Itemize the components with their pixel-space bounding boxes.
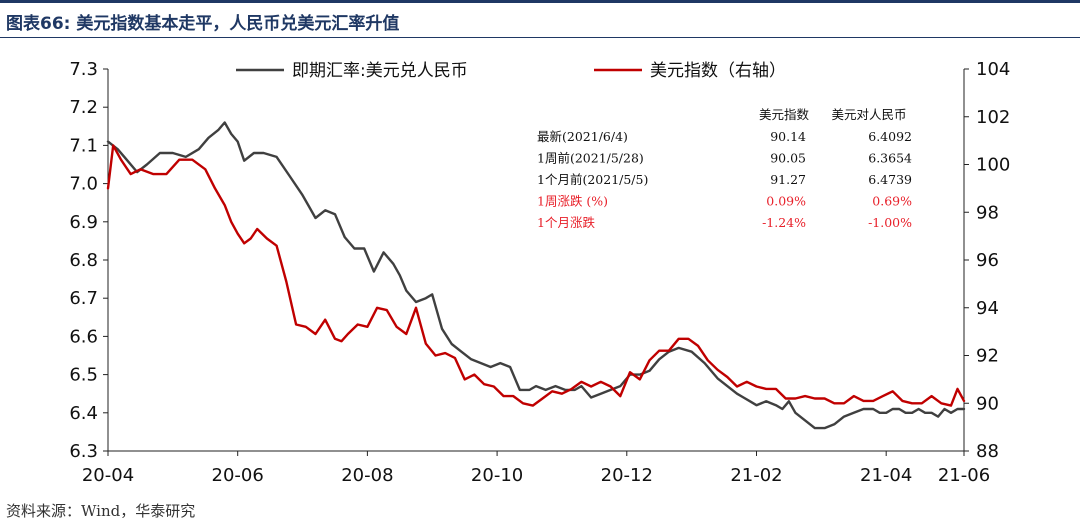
table-cell-usd-cny: -1.00% bbox=[868, 215, 912, 230]
x-tick-label: 20-10 bbox=[471, 465, 523, 486]
table-cell-usd-index: -1.24% bbox=[762, 215, 806, 230]
table-cell-usd-cny: 6.3654 bbox=[868, 151, 912, 166]
table-row-label: 1个月前(2021/5/5) bbox=[537, 172, 648, 187]
source-note: 资料来源：Wind，华泰研究 bbox=[6, 502, 196, 520]
y-left-tick-label: 7.0 bbox=[69, 174, 98, 195]
series-lines bbox=[106, 121, 966, 430]
x-tick-label: 20-08 bbox=[341, 465, 393, 486]
table-cell-usd-cny: 6.4092 bbox=[868, 129, 912, 144]
y-right-tick-label: 100 bbox=[976, 155, 1010, 176]
table-header-usd-index: 美元指数 bbox=[759, 107, 810, 122]
y-right-tick-label: 102 bbox=[976, 107, 1010, 128]
table-cell-usd-cny: 0.69% bbox=[872, 194, 912, 209]
y-right-tick-label: 88 bbox=[976, 441, 999, 462]
y-right-tick-label: 104 bbox=[976, 59, 1010, 80]
y-right-tick-label: 92 bbox=[976, 346, 999, 367]
table-row-label: 1周前(2021/5/28) bbox=[537, 151, 644, 166]
table-header-usd-cny: 美元对人民币 bbox=[831, 107, 906, 122]
y-left-tick-label: 6.3 bbox=[69, 441, 98, 462]
series-line-usdcny bbox=[106, 121, 966, 430]
series-line-dxy bbox=[106, 144, 966, 407]
x-tick-label: 21-02 bbox=[730, 465, 782, 486]
y-left-tick-label: 6.8 bbox=[69, 250, 98, 271]
x-tick-label: 20-04 bbox=[82, 465, 134, 486]
y-right-tick-label: 90 bbox=[976, 393, 999, 414]
y-right-tick-label: 94 bbox=[976, 298, 999, 319]
table-cell-usd-index: 91.27 bbox=[770, 172, 806, 187]
table-cell-usd-cny: 6.4739 bbox=[868, 172, 912, 187]
y-left-tick-label: 6.4 bbox=[69, 403, 98, 424]
table-row-label: 1周涨跌 (%) bbox=[537, 194, 608, 209]
table-cell-usd-index: 0.09% bbox=[766, 194, 806, 209]
y-left-tick-label: 6.7 bbox=[69, 288, 98, 309]
x-tick-label: 20-06 bbox=[212, 465, 264, 486]
x-tick-label: 21-04 bbox=[860, 465, 912, 486]
y-left-tick-label: 7.1 bbox=[69, 135, 98, 156]
axes: 6.3 6.4 6.5 6.6 6.7 6.8 6.9 7.0 7.1 7.2 7.3 88 90 92 9… bbox=[69, 59, 1010, 486]
table-cell-usd-index: 90.14 bbox=[770, 129, 806, 144]
x-tick-label: 20-12 bbox=[601, 465, 653, 486]
y-left-tick-label: 6.5 bbox=[69, 365, 98, 386]
y-left-tick-label: 7.2 bbox=[69, 97, 98, 118]
legend: 即期汇率:美元兑人民币 美元指数（右轴） bbox=[236, 61, 786, 81]
title-bar: 图表66: 美元指数基本走平，人民币兑美元汇率升值 bbox=[0, 0, 1080, 38]
table-row-label: 1个月涨跌 bbox=[537, 215, 595, 230]
table-row-label: 最新(2021/6/4) bbox=[537, 129, 628, 144]
legend-label: 美元指数（右轴） bbox=[650, 61, 786, 81]
y-left-tick-label: 7.3 bbox=[69, 59, 98, 80]
y-right-tick-label: 96 bbox=[976, 250, 999, 271]
x-tick-label: 21-06 bbox=[938, 465, 990, 486]
y-left-tick-label: 6.6 bbox=[69, 326, 98, 347]
table-cell-usd-index: 90.05 bbox=[770, 151, 806, 166]
y-right-tick-label: 98 bbox=[976, 202, 999, 223]
chart-title: 图表66: 美元指数基本走平，人民币兑美元汇率升值 bbox=[6, 14, 400, 34]
legend-label: 即期汇率:美元兑人民币 bbox=[292, 61, 468, 81]
y-left-tick-label: 6.9 bbox=[69, 212, 98, 233]
